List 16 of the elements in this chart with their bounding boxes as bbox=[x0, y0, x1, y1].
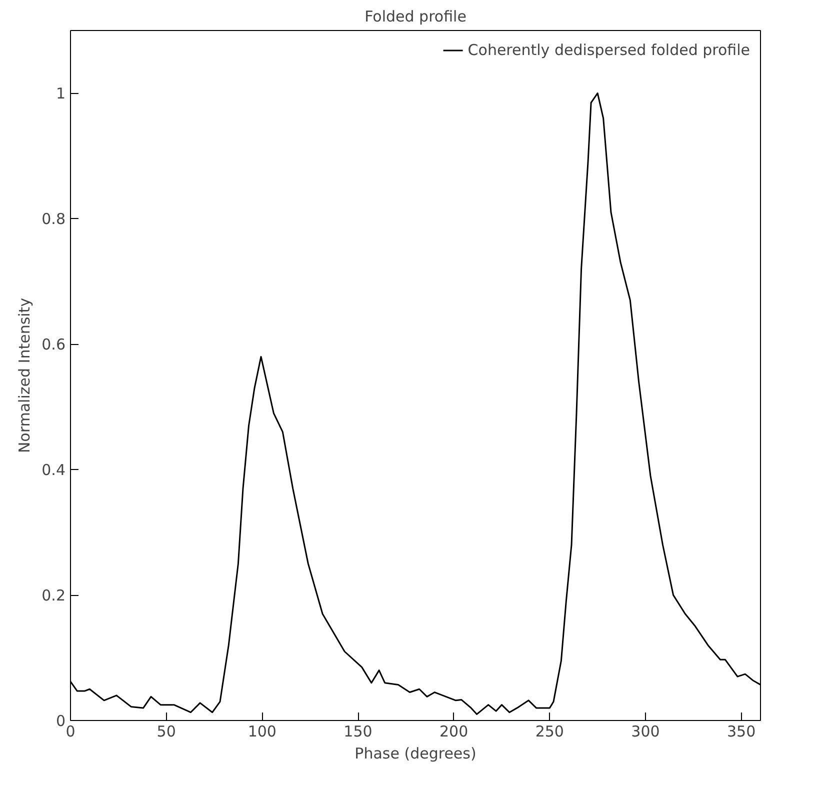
y-tick-label: 0.2 bbox=[42, 586, 66, 605]
y-tick-label: 0.4 bbox=[42, 461, 66, 480]
x-tick-label: 250 bbox=[535, 722, 564, 740]
y-tick-label: 0.6 bbox=[42, 336, 66, 354]
y-axis-title: Normalized Intensity bbox=[16, 298, 34, 454]
x-axis-title: Phase (degrees) bbox=[354, 744, 476, 762]
x-tick-label: 350 bbox=[727, 722, 756, 740]
chart-title: Folded profile bbox=[364, 8, 466, 26]
y-tick-label: 0.8 bbox=[42, 210, 66, 228]
y-tick-label: 1 bbox=[56, 84, 66, 103]
x-tick-label: 300 bbox=[631, 722, 660, 740]
x-tick-label: 150 bbox=[344, 722, 372, 740]
x-tick-label: 100 bbox=[248, 722, 276, 740]
x-tick-label: 200 bbox=[440, 722, 468, 740]
x-tick-label: 50 bbox=[156, 722, 176, 740]
legend-label: Coherently dedispersed folded profile bbox=[468, 41, 750, 59]
